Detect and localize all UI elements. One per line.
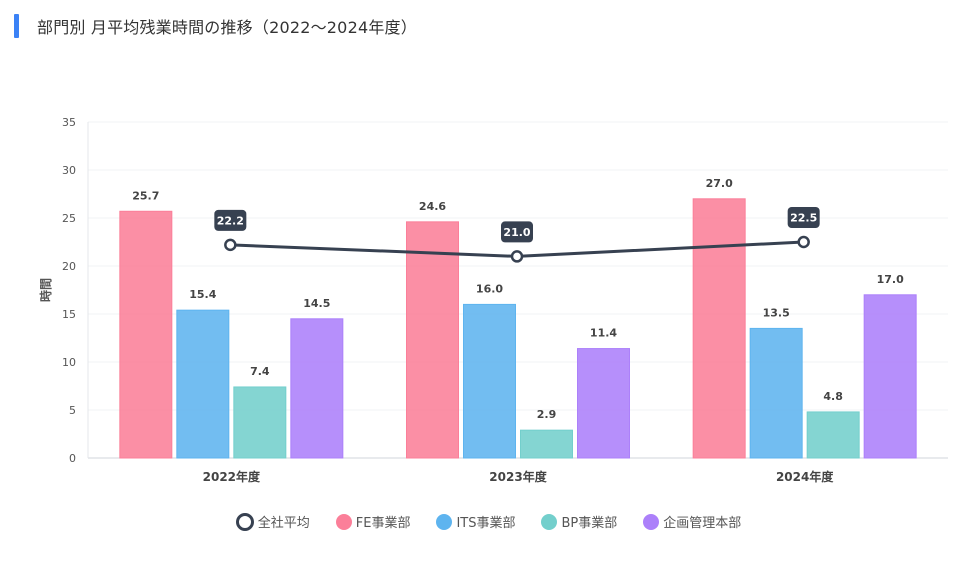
- y-tick-label: 25: [62, 212, 76, 225]
- legend-item[interactable]: 企画管理本部: [643, 512, 741, 531]
- bar[interactable]: [463, 303, 516, 459]
- bar[interactable]: [806, 411, 860, 459]
- bar-value-label: 16.0: [476, 282, 503, 295]
- bar-value-label: 27.0: [706, 177, 733, 190]
- y-tick-label: 35: [62, 116, 76, 129]
- legend-item[interactable]: ITS事業部: [436, 512, 515, 531]
- bar[interactable]: [692, 198, 746, 459]
- bar[interactable]: [577, 348, 630, 459]
- bar[interactable]: [863, 294, 917, 459]
- bar-value-label: 7.4: [250, 365, 270, 378]
- bar-value-label: 24.6: [419, 200, 446, 213]
- x-tick-label: 2023年度: [489, 469, 547, 484]
- bar-value-label: 13.5: [763, 306, 790, 319]
- y-tick-label: 30: [62, 164, 76, 177]
- average-label-box: [501, 221, 533, 243]
- chart-legend: 全社平均 FE事業部 ITS事業部 BP事業部 企画管理本部: [0, 512, 977, 531]
- average-value-label: 22.2: [217, 214, 244, 227]
- title-accent-bar: [14, 14, 19, 38]
- y-tick-label: 10: [62, 356, 76, 369]
- bar-value-label: 15.4: [189, 288, 216, 301]
- legend-label: 企画管理本部: [663, 516, 742, 531]
- legend-label: ITS事業部: [456, 516, 516, 531]
- bar[interactable]: [749, 327, 803, 459]
- legend-swatch: [643, 513, 660, 530]
- average-point[interactable]: [510, 250, 524, 263]
- bar[interactable]: [119, 210, 173, 459]
- bar-value-label: 14.5: [303, 297, 330, 310]
- bar-value-label: 4.8: [823, 390, 843, 403]
- y-tick-label: 15: [62, 308, 76, 321]
- legend-swatch: [436, 513, 453, 530]
- y-tick-label: 0: [69, 452, 76, 465]
- legend-label: 全社平均: [257, 516, 310, 531]
- legend-item[interactable]: 全社平均: [235, 512, 310, 531]
- legend-item[interactable]: BP事業部: [541, 512, 617, 531]
- legend-swatch: [335, 513, 352, 530]
- average-value-label: 21.0: [503, 226, 530, 239]
- legend-swatch: [235, 512, 254, 531]
- bar[interactable]: [290, 318, 344, 459]
- x-tick-label: 2022年度: [203, 469, 261, 484]
- y-tick-label: 20: [62, 260, 76, 273]
- legend-label: FE事業部: [355, 516, 411, 531]
- bar[interactable]: [406, 221, 459, 459]
- average-point[interactable]: [797, 235, 810, 249]
- average-point[interactable]: [224, 238, 237, 252]
- bar-value-label: 2.9: [537, 408, 557, 421]
- average-label-box: [787, 207, 820, 228]
- bar[interactable]: [520, 429, 573, 459]
- y-axis-label: 時間: [38, 278, 53, 302]
- chart-header: 部門別 月平均残業時間の推移（2022～2024年度）: [14, 14, 417, 38]
- legend-swatch: [541, 513, 558, 530]
- average-value-label: 22.5: [790, 212, 817, 225]
- average-label-box: [214, 209, 247, 231]
- legend-item[interactable]: FE事業部: [335, 512, 411, 531]
- bar[interactable]: [233, 386, 287, 459]
- chart-title: 部門別 月平均残業時間の推移（2022～2024年度）: [37, 18, 417, 37]
- y-tick-label: 5: [69, 404, 76, 417]
- legend-label: BP事業部: [561, 516, 618, 531]
- bar-value-label: 11.4: [590, 327, 617, 340]
- bar-value-label: 25.7: [132, 189, 159, 202]
- bar-value-label: 17.0: [877, 273, 904, 286]
- x-tick-label: 2024年度: [776, 469, 834, 484]
- bar[interactable]: [176, 309, 230, 459]
